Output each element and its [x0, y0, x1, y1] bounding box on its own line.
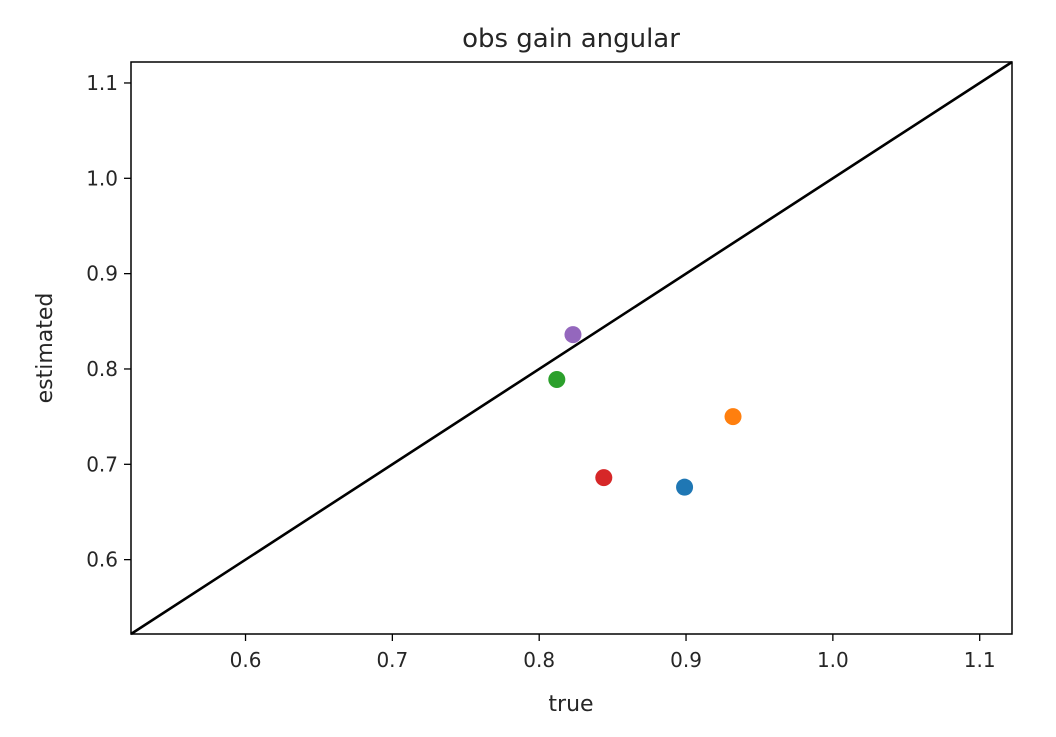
x-tick-label: 0.8: [523, 648, 555, 672]
chart-title: obs gain angular: [462, 24, 680, 54]
scatter-point-5: [564, 326, 582, 344]
scatter-point-1: [676, 478, 694, 496]
scatter-point-4: [595, 469, 613, 487]
identity-line: [130, 60, 1013, 636]
y-tick-label: 0.8: [86, 357, 118, 381]
x-tick-label: 0.9: [670, 648, 702, 672]
y-tick-label: 1.1: [86, 71, 118, 95]
y-axis-label: estimated: [33, 293, 58, 404]
x-axis-label: true: [548, 692, 593, 717]
plot-area: [130, 60, 1013, 636]
x-axis-ticks: 0.6 0.7 0.8 0.9 1.0 1.1: [230, 634, 996, 672]
x-tick-label: 0.6: [230, 648, 262, 672]
plot-frame: [130, 61, 1013, 635]
scatter-point-3: [548, 370, 566, 388]
identity-line-layer: [130, 60, 1013, 636]
y-axis-ticks: 0.6 0.7 0.8 0.9 1.0 1.1: [86, 71, 131, 572]
x-tick-label: 1.1: [964, 648, 996, 672]
x-tick-label: 0.7: [376, 648, 408, 672]
y-tick-label: 1.0: [86, 166, 118, 190]
y-tick-label: 0.9: [86, 262, 118, 286]
y-tick-label: 0.7: [86, 452, 118, 476]
x-tick-label: 1.0: [817, 648, 849, 672]
points-layer: [548, 326, 742, 496]
scatter-point-2: [724, 408, 742, 426]
y-tick-label: 0.6: [86, 548, 118, 572]
